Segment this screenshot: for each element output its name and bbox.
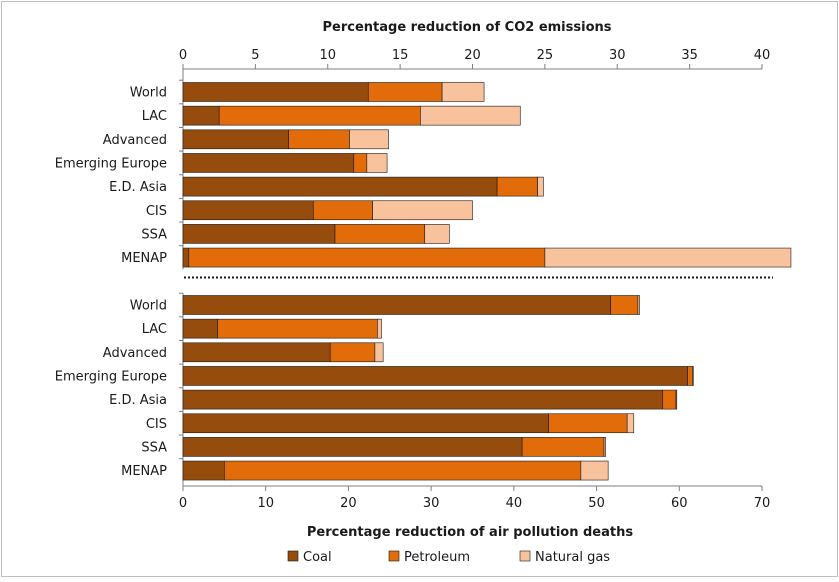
- deaths-bar-coal: [182, 437, 523, 457]
- deaths-bar-petroleum: [521, 437, 605, 457]
- legend-swatch-petroleum: [388, 550, 400, 562]
- deaths-bar-coal: [182, 342, 331, 363]
- deaths-bar-coal: [182, 318, 219, 339]
- deaths-category-label: CIS: [146, 417, 167, 432]
- top-category-labels: World LAC Advanced Emerging Europe E.D. Asia…: [55, 69, 184, 270]
- co2-bar-petroleum: [353, 153, 368, 173]
- co2-category-label: E.D. Asia: [109, 180, 167, 195]
- co2-category-label: Emerging Europe: [55, 156, 167, 171]
- deaths-category-label: Emerging Europe: [55, 369, 167, 384]
- co2-bar-coal: [182, 129, 289, 150]
- top-axis-ticks: 0 5 10 15 20 25 30 35 40: [179, 48, 771, 70]
- co2-bar-petroleum: [367, 82, 443, 102]
- co2-bar-coal: [182, 247, 190, 268]
- top-axis-title: Percentage reduction of CO2 emissions: [323, 20, 612, 35]
- deaths-bar-coal: [182, 295, 611, 315]
- bottom-bars: [182, 295, 694, 481]
- deaths-bar-natural-gas: [675, 389, 678, 410]
- co2-bar-natural-gas: [366, 153, 388, 173]
- deaths-bar-coal: [182, 366, 688, 386]
- co2-category-label: World: [130, 86, 167, 101]
- deaths-tick-label: 10: [257, 496, 274, 511]
- co2-bar-natural-gas: [537, 176, 544, 197]
- deaths-category-label: Advanced: [103, 346, 167, 361]
- deaths-bar-natural-gas: [692, 366, 694, 386]
- legend-label-natural-gas: Natural gas: [535, 550, 610, 565]
- deaths-bar-natural-gas: [580, 460, 609, 481]
- deaths-bar-petroleum: [687, 366, 693, 386]
- deaths-tick-label: 0: [179, 496, 187, 511]
- co2-bar-petroleum: [288, 129, 350, 150]
- co2-bar-natural-gas: [372, 200, 473, 221]
- deaths-tick-label: 50: [588, 496, 605, 511]
- deaths-bar-natural-gas: [626, 413, 635, 434]
- deaths-category-label: World: [130, 299, 167, 314]
- co2-bar-natural-gas: [424, 224, 450, 244]
- bottom-axis-title: Percentage reduction of air pollution de…: [307, 525, 633, 540]
- deaths-bar-petroleum: [217, 318, 378, 339]
- co2-bar-natural-gas: [441, 82, 485, 102]
- co2-tick-label: 40: [754, 48, 771, 63]
- co2-category-label: SSA: [141, 227, 167, 242]
- co2-tick-label: 10: [319, 48, 336, 63]
- co2-category-label: CIS: [146, 204, 167, 219]
- co2-bar-natural-gas: [544, 247, 792, 268]
- co2-tick-label: 15: [392, 48, 409, 63]
- deaths-tick-label: 20: [340, 496, 357, 511]
- co2-bar-coal: [182, 200, 314, 221]
- deaths-bar-petroleum: [224, 460, 582, 481]
- deaths-bar-natural-gas: [377, 318, 382, 339]
- bottom-axis-ticks: 0 10 20 30 40 50 60 70: [179, 485, 771, 511]
- deaths-bar-petroleum: [662, 389, 677, 410]
- co2-bar-coal: [182, 82, 369, 102]
- deaths-tick-label: 40: [506, 496, 523, 511]
- co2-bar-petroleum: [334, 224, 426, 244]
- co2-category-label: MENAP: [121, 251, 167, 266]
- legend-swatch-natural-gas: [519, 550, 531, 562]
- co2-bar-coal: [182, 153, 355, 173]
- co2-bar-petroleum: [496, 176, 538, 197]
- legend-label-petroleum: Petroleum: [404, 550, 470, 565]
- co2-bar-petroleum: [312, 200, 373, 221]
- co2-bar-petroleum: [188, 247, 546, 268]
- deaths-tick-label: 30: [423, 496, 440, 511]
- deaths-tick-label: 60: [671, 496, 688, 511]
- co2-tick-label: 0: [179, 48, 187, 63]
- deaths-bar-petroleum: [329, 342, 376, 363]
- co2-tick-label: 20: [464, 48, 481, 63]
- deaths-bar-natural-gas: [637, 295, 640, 315]
- deaths-tick-label: 70: [754, 496, 771, 511]
- deaths-bar-petroleum: [610, 295, 639, 315]
- co2-tick-label: 30: [609, 48, 626, 63]
- co2-bar-coal: [182, 224, 336, 244]
- deaths-bar-petroleum: [548, 413, 628, 434]
- co2-category-label: Advanced: [103, 133, 167, 148]
- co2-tick-label: 5: [251, 48, 259, 63]
- co2-bar-petroleum: [218, 105, 421, 126]
- co2-bar-coal: [182, 176, 498, 197]
- deaths-category-label: SSA: [141, 440, 167, 455]
- co2-bar-coal: [182, 105, 220, 126]
- deaths-category-label: LAC: [142, 322, 167, 337]
- deaths-bar-coal: [182, 389, 664, 410]
- co2-tick-label: 25: [537, 48, 554, 63]
- deaths-bar-coal: [182, 460, 225, 481]
- co2-bar-natural-gas: [420, 105, 521, 126]
- deaths-category-label: E.D. Asia: [109, 393, 167, 408]
- co2-category-label: LAC: [142, 109, 167, 124]
- deaths-category-label: MENAP: [121, 464, 167, 479]
- co2-bar-natural-gas: [349, 129, 389, 150]
- deaths-bar-natural-gas: [603, 437, 606, 457]
- top-bars: [182, 82, 792, 268]
- deaths-bar-natural-gas: [374, 342, 384, 363]
- legend: Coal Petroleum Natural gas: [287, 550, 610, 565]
- deaths-bar-coal: [182, 413, 549, 434]
- legend-label-coal: Coal: [303, 550, 332, 565]
- legend-swatch-coal: [287, 550, 299, 562]
- co2-tick-label: 35: [681, 48, 698, 63]
